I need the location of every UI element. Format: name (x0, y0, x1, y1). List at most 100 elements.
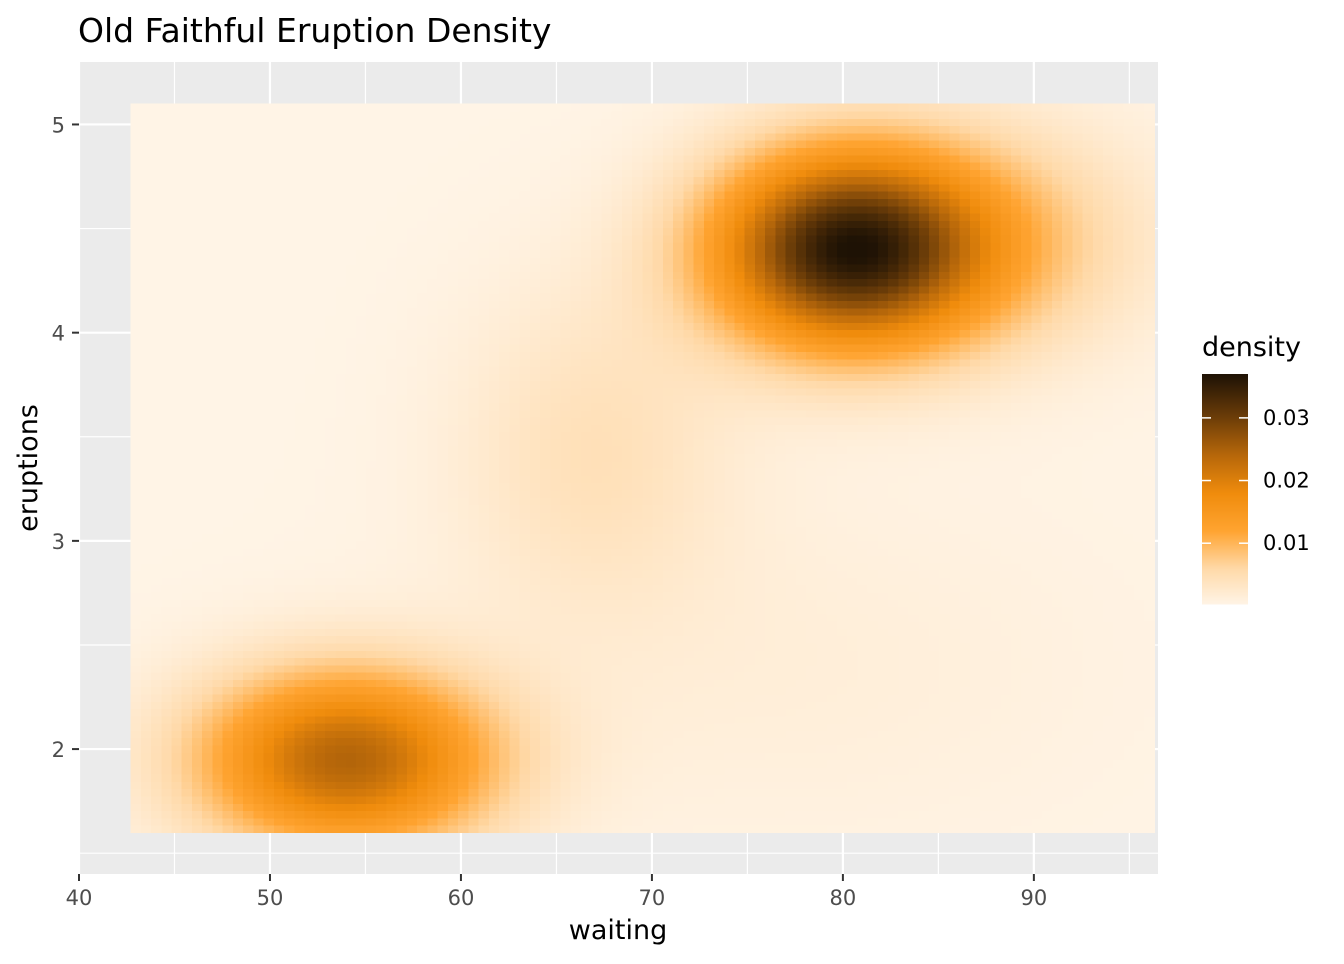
density-tile (151, 708, 162, 716)
density-tile (356, 811, 367, 819)
density-tile (612, 373, 623, 381)
density-tile (335, 351, 346, 359)
density-tile (264, 825, 275, 833)
density-tile (212, 381, 223, 389)
density-tile (131, 614, 142, 622)
density-tile (315, 614, 326, 622)
density-tile (622, 308, 633, 316)
density-tile (151, 548, 162, 556)
density-tile (489, 468, 500, 476)
density-tile (612, 548, 623, 556)
density-tile (253, 439, 264, 447)
density-tile (325, 585, 336, 593)
density-tile (212, 133, 223, 141)
density-tile (571, 526, 582, 534)
density-tile (346, 738, 357, 746)
density-tile (427, 279, 438, 287)
density-tile (182, 657, 193, 665)
density-tile (212, 300, 223, 308)
density-tile (530, 592, 541, 600)
density-tile (458, 570, 469, 578)
density-tile (182, 621, 193, 629)
density-tile (366, 497, 377, 505)
density-tile (509, 504, 520, 512)
density-tile (346, 563, 357, 571)
density-tile (448, 716, 459, 724)
density-tile (438, 140, 449, 148)
density-tile (243, 446, 254, 454)
density-tile (438, 716, 449, 724)
density-tile (223, 745, 234, 753)
density-tile (601, 475, 612, 483)
density-tile (520, 242, 531, 250)
density-tile (612, 184, 623, 192)
density-tile (612, 694, 623, 702)
density-tile (601, 825, 612, 833)
density-tile (509, 432, 520, 440)
density-tile (622, 155, 633, 163)
density-tile (540, 526, 551, 534)
density-tile (223, 563, 234, 571)
density-tile (376, 738, 387, 746)
density-tile (520, 628, 531, 636)
density-tile (479, 759, 490, 767)
density-tile (223, 300, 234, 308)
density-tile (468, 614, 479, 622)
density-tile (407, 701, 418, 709)
density-tile (397, 738, 408, 746)
density-tile (622, 213, 633, 221)
density-tile (346, 147, 357, 155)
density-tile (376, 803, 387, 811)
density-tile (407, 679, 418, 687)
density-tile (386, 242, 397, 250)
density-tile (151, 133, 162, 141)
density-tile (612, 424, 623, 432)
density-tile (622, 818, 633, 826)
density-tile (284, 213, 295, 221)
density-tile (305, 614, 316, 622)
density-tile (243, 694, 254, 702)
density-tile (305, 687, 316, 695)
density-tile (458, 118, 469, 126)
density-tile (591, 177, 602, 185)
density-tile (325, 104, 336, 112)
density-tile (325, 337, 336, 345)
density-tile (202, 541, 213, 549)
density-tile (571, 395, 582, 403)
density-tile (468, 410, 479, 418)
density-tile (192, 825, 203, 833)
density-tile (540, 796, 551, 804)
density-tile (141, 767, 152, 775)
density-tile (284, 271, 295, 279)
density-tile (366, 271, 377, 279)
density-tile (417, 300, 428, 308)
density-tile (346, 308, 357, 316)
density-tile (612, 665, 623, 673)
density-tile (407, 402, 418, 410)
density-tile (458, 126, 469, 134)
density-tile (192, 417, 203, 425)
density-tile (202, 694, 213, 702)
density-tile (233, 483, 244, 491)
density-tile (601, 322, 612, 330)
density-tile (530, 614, 541, 622)
density-tile (212, 235, 223, 243)
density-tile (253, 570, 264, 578)
density-tile (520, 286, 531, 294)
density-tile (622, 497, 633, 505)
density-tile (499, 672, 510, 680)
density-tile (427, 228, 438, 236)
density-tile (192, 220, 203, 228)
density-tile (335, 264, 346, 272)
density-tile (489, 235, 500, 243)
density-tile (151, 563, 162, 571)
density-tile (264, 330, 275, 338)
density-tile (581, 373, 592, 381)
density-tile (253, 118, 264, 126)
density-tile (294, 402, 305, 410)
density-tile (479, 461, 490, 469)
density-tile (407, 534, 418, 542)
density-tile (305, 286, 316, 294)
density-tile (161, 155, 172, 163)
density-tile (141, 548, 152, 556)
